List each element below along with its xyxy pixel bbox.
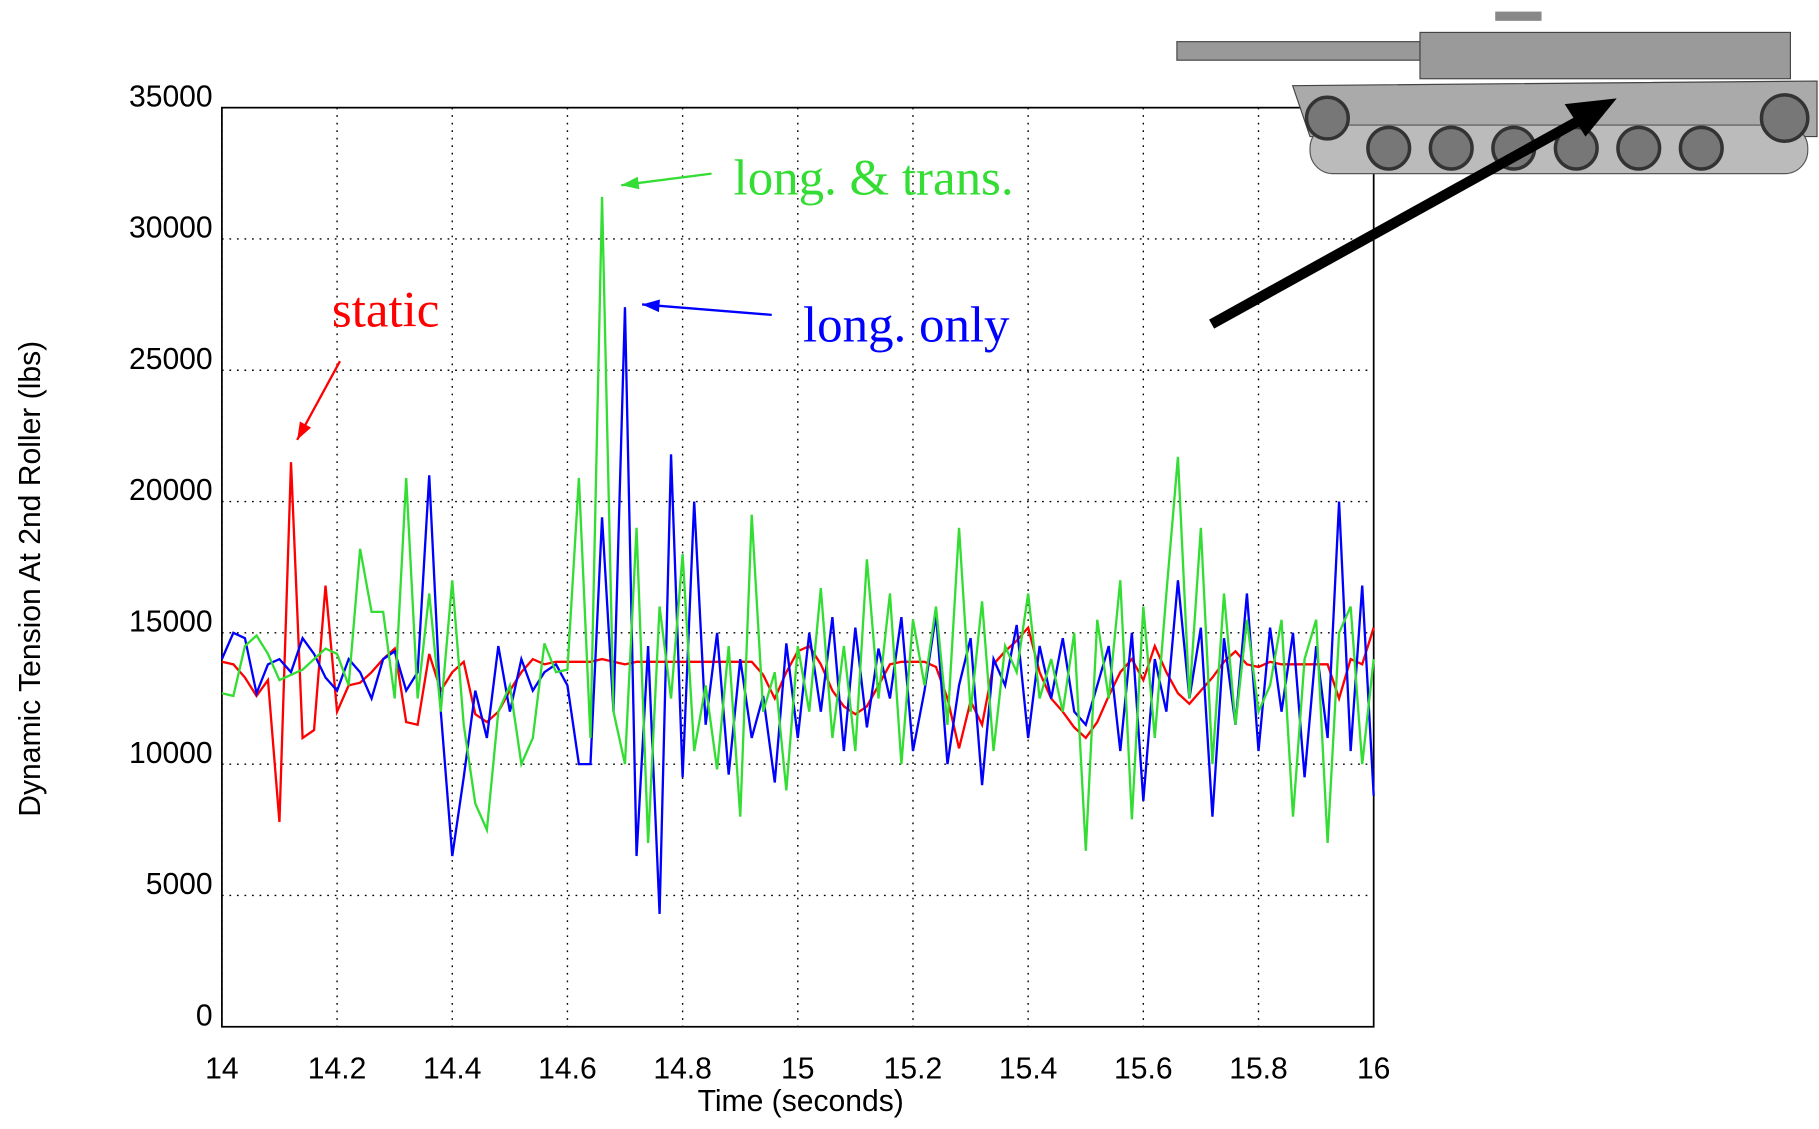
tank-barrel	[1176, 41, 1421, 61]
series-line	[220, 307, 1375, 914]
x-tick-label: 14.4	[423, 1053, 482, 1086]
legend-label: long. only	[803, 298, 1010, 354]
x-tick-label: 14.6	[538, 1053, 597, 1086]
legend-label: static	[332, 283, 439, 339]
x-tick-label: 15.6	[1114, 1053, 1173, 1086]
tank-illustration	[1176, 11, 1818, 329]
series-line	[221, 196, 1375, 851]
tank-wheels	[1304, 93, 1810, 171]
legend-arrowhead	[642, 299, 660, 313]
y-tick-label: 35000	[129, 80, 213, 113]
tank-turret	[1419, 31, 1791, 80]
legend-arrow	[642, 303, 772, 317]
x-tick-label: 16	[1357, 1053, 1390, 1086]
pointer-arrow	[1209, 111, 1591, 329]
y-axis-label: Dynamic Tension At 2nd Roller (lbs)	[14, 341, 47, 817]
x-tick-label: 15.4	[999, 1053, 1058, 1086]
x-tick-label: 14.8	[653, 1053, 712, 1086]
y-tick-label: 20000	[129, 474, 213, 507]
pointer-arrowhead	[1564, 98, 1617, 137]
y-tick-label: 0	[196, 999, 213, 1032]
x-tick-label: 15.8	[1229, 1053, 1288, 1086]
x-axis-label: Time (seconds)	[698, 1085, 904, 1118]
tank-gun	[1495, 11, 1542, 21]
y-tick-label: 10000	[129, 737, 213, 770]
y-tick-label: 5000	[146, 868, 213, 901]
y-tick-label: 25000	[129, 343, 213, 376]
x-tick-label: 14	[205, 1053, 238, 1086]
legend-arrowhead	[297, 421, 312, 440]
x-tick-label: 15	[781, 1053, 814, 1086]
y-tick-label: 15000	[129, 606, 213, 639]
tank-hull	[1291, 80, 1818, 138]
legend-arrowhead	[621, 176, 640, 190]
x-tick-label: 14.2	[308, 1053, 367, 1086]
legend-label: long. & trans.	[734, 151, 1014, 207]
x-tick-label: 15.2	[884, 1053, 943, 1086]
y-tick-label: 30000	[129, 212, 213, 245]
plot-frame	[221, 106, 1375, 1028]
